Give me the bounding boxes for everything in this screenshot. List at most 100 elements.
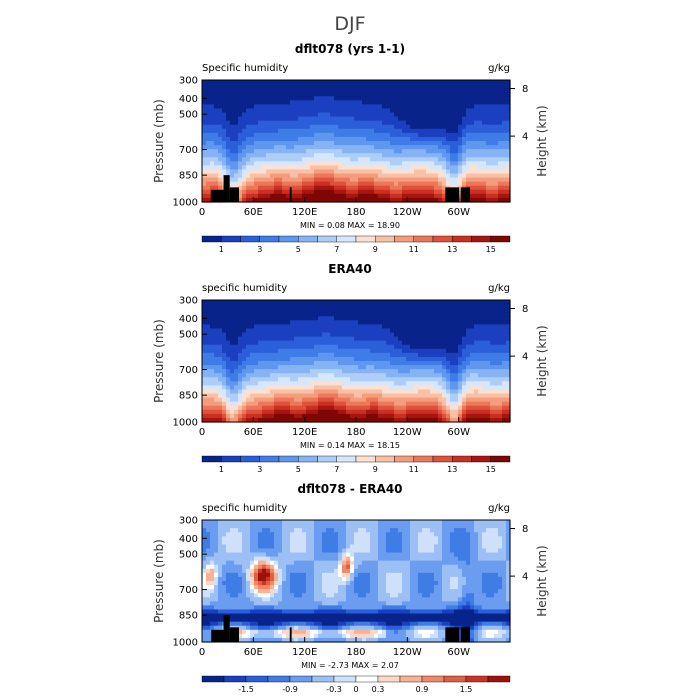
heatmap-cell [502,165,507,171]
heatmap-cell [466,528,471,533]
heatmap-cell [486,393,491,399]
heatmap-cell [350,344,355,350]
heatmap-cell [214,312,219,317]
heatmap-cell [230,344,235,350]
heatmap-cell [302,92,307,97]
heatmap-cell [446,373,451,378]
heatmap-cell [302,145,307,150]
heatmap-cell [318,128,323,134]
heatmap-cell [302,193,307,199]
heatmap-cell [386,365,391,370]
heatmap-cell [330,92,335,97]
heatmap-cell [234,401,239,407]
heatmap-cell [202,128,207,134]
heatmap-cell [394,401,399,407]
heatmap-cell [442,153,447,158]
y-tick-label: 850 [179,391,198,402]
heatmap-cell [238,304,243,309]
heatmap-cell [398,161,403,166]
heatmap-cell [394,136,399,142]
heatmap-cell [298,300,303,305]
heatmap-cell [322,324,327,330]
heatmap-cell [226,352,231,358]
heatmap-cell [362,92,367,97]
heatmap-cell [406,348,411,354]
heatmap-cell [386,520,391,525]
heatmap-cell [378,169,383,175]
heatmap-cell [358,405,363,411]
heatmap-cell [206,344,211,350]
heatmap-cell [462,161,467,166]
heatmap-cell [470,177,475,183]
heatmap-cell [374,173,379,179]
heatmap-cell [246,104,251,110]
heatmap-cell [478,173,483,179]
heatmap-cell [462,92,467,97]
heatmap-cell [238,84,243,89]
heatmap-cell [366,308,371,313]
heatmap-cell [226,304,231,309]
heatmap-cell [430,340,435,346]
heatmap-cell [270,393,275,399]
heatmap-cell [426,401,431,407]
heatmap-cell [278,520,283,525]
heatmap-cell [310,413,315,419]
heatmap-cell [474,344,479,350]
heatmap-cell [294,401,299,407]
heatmap-cell [378,132,383,138]
heatmap-cell [418,312,423,317]
heatmap-cell [230,104,235,110]
heatmap-cell [330,304,335,309]
heatmap-cell [210,96,215,101]
heatmap-cell [218,361,223,366]
heatmap-cell [310,520,315,525]
heatmap-cell [430,181,435,187]
heatmap-cell [354,324,359,330]
heatmap-cell [330,128,335,134]
heatmap-cell [346,124,351,130]
heatmap-cell [354,381,359,386]
heatmap-cell [262,177,267,183]
heatmap-cell [270,344,275,350]
heatmap-cell [454,352,459,358]
heatmap-cell [502,153,507,158]
heatmap-cell [378,312,383,317]
heatmap-cell [354,409,359,415]
heatmap-cell [302,181,307,187]
heatmap-cell [298,185,303,191]
heatmap-cell [218,528,223,533]
heatmap-cell [454,348,459,354]
heatmap-cell [274,344,279,350]
heatmap-cell [370,328,375,334]
heatmap-cell [362,361,367,366]
heatmap-cell [366,377,371,382]
heatmap-cell [282,84,287,89]
heatmap-cell [254,193,259,199]
heatmap-cell [374,312,379,317]
heatmap-cell [478,116,483,122]
heatmap-cell [218,397,223,403]
heatmap-cell [430,405,435,411]
heatmap-cell [394,344,399,350]
heatmap-cell [250,100,255,105]
heatmap-cell [450,124,455,130]
heatmap-cell [506,173,511,179]
heatmap-cell [270,381,275,386]
heatmap-cell [286,116,291,122]
heatmap-cell [274,80,279,85]
heatmap-cell [490,136,495,142]
heatmap-cell [370,165,375,171]
heatmap-cell [322,153,327,158]
heatmap-cell [318,413,323,419]
heatmap-cell [438,161,443,166]
heatmap-cell [222,373,227,378]
heatmap-cell [230,312,235,317]
heatmap-cell [238,177,243,183]
heatmap-cell [214,356,219,362]
heatmap-cell [450,332,455,338]
heatmap-cell [450,328,455,334]
heatmap-cell [366,385,371,391]
heatmap-cell [282,365,287,370]
heatmap-cell [306,108,311,114]
heatmap-cell [474,165,479,171]
